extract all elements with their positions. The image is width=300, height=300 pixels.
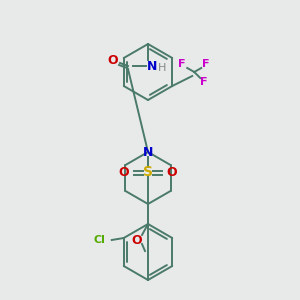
Text: O: O: [108, 53, 118, 67]
Text: F: F: [202, 59, 210, 69]
Text: S: S: [143, 165, 153, 179]
Text: O: O: [132, 235, 142, 248]
Text: Cl: Cl: [94, 235, 106, 245]
Text: N: N: [143, 146, 153, 160]
Text: H: H: [158, 63, 166, 73]
Text: N: N: [147, 59, 157, 73]
Text: F: F: [200, 77, 208, 87]
Text: O: O: [167, 167, 177, 179]
Text: O: O: [119, 167, 129, 179]
Text: F: F: [178, 59, 186, 69]
